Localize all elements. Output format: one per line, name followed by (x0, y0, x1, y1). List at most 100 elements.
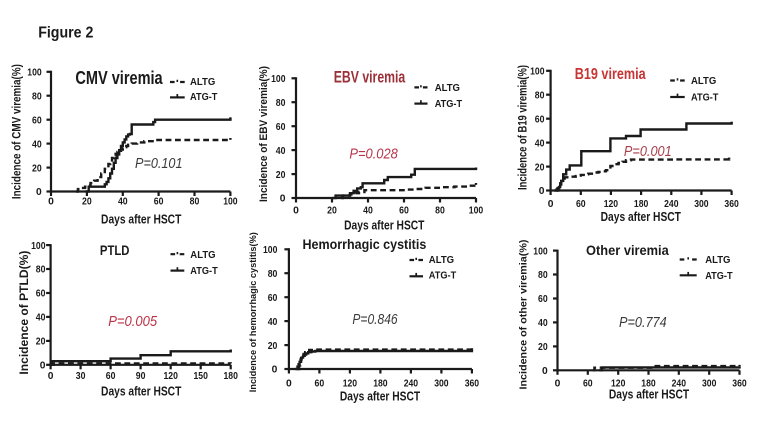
svg-text:Days after HSCT: Days after HSCT (101, 385, 182, 399)
svg-text:0: 0 (40, 361, 46, 372)
svg-text:120: 120 (343, 379, 358, 390)
svg-text:80: 80 (276, 98, 286, 109)
svg-text:0: 0 (280, 194, 286, 205)
svg-text:80: 80 (268, 269, 278, 280)
svg-text:100: 100 (469, 206, 484, 217)
svg-text:Days after HSCT: Days after HSCT (340, 390, 421, 404)
svg-text:20: 20 (538, 342, 548, 353)
svg-text:0: 0 (548, 199, 554, 210)
svg-text:Days after HSCT: Days after HSCT (101, 212, 182, 226)
svg-text:360: 360 (465, 379, 480, 390)
svg-text:40: 40 (363, 206, 373, 217)
svg-text:120: 120 (604, 199, 619, 210)
svg-text:100: 100 (533, 246, 548, 257)
svg-text:Incidence of EBV viremia(%): Incidence of EBV viremia(%) (258, 66, 270, 202)
svg-text:60: 60 (576, 199, 586, 210)
svg-text:60: 60 (315, 379, 325, 390)
svg-text:ATG-T: ATG-T (435, 98, 463, 110)
svg-text:360: 360 (732, 379, 747, 390)
svg-text:80: 80 (538, 270, 548, 281)
svg-text:60: 60 (32, 115, 42, 126)
svg-text:60: 60 (399, 206, 409, 217)
svg-text:ATG-T: ATG-T (190, 91, 218, 103)
svg-text:300: 300 (434, 379, 449, 390)
svg-text:ATG-T: ATG-T (691, 91, 719, 103)
svg-text:40: 40 (268, 317, 278, 328)
svg-text:Incidence of hemorrhagic cysti: Incidence of hemorrhagic cystitis(%) (248, 232, 259, 392)
svg-text:Days after HSCT: Days after HSCT (344, 219, 425, 233)
svg-text:30: 30 (76, 371, 86, 382)
svg-text:60: 60 (36, 289, 46, 300)
svg-text:100: 100 (263, 245, 278, 256)
svg-text:0: 0 (286, 379, 292, 390)
svg-text:80: 80 (36, 265, 46, 276)
svg-text:60: 60 (538, 294, 548, 305)
svg-text:0: 0 (539, 186, 545, 197)
svg-text:ALTG: ALTG (435, 82, 460, 94)
svg-text:40: 40 (36, 313, 46, 324)
svg-text:0: 0 (293, 206, 299, 217)
svg-text:40: 40 (538, 318, 548, 329)
svg-text:100: 100 (31, 241, 46, 252)
svg-text:80: 80 (32, 91, 42, 102)
svg-text:Days after HSCT: Days after HSCT (609, 388, 690, 402)
svg-text:80: 80 (535, 90, 545, 101)
svg-text:20: 20 (276, 170, 286, 181)
svg-text:150: 150 (194, 371, 209, 382)
svg-text:90: 90 (136, 371, 146, 382)
svg-text:P=0.101: P=0.101 (135, 156, 183, 172)
svg-text:B19 viremia: B19 viremia (575, 66, 646, 83)
svg-text:Incidence of B19 viremia(%): Incidence of B19 viremia(%) (518, 65, 530, 190)
svg-text:60: 60 (535, 114, 545, 125)
svg-text:CMV viremia: CMV viremia (75, 68, 163, 88)
svg-text:180: 180 (641, 379, 656, 390)
svg-text:P=0.774: P=0.774 (619, 315, 667, 331)
svg-text:ALTG: ALTG (691, 75, 716, 87)
svg-text:360: 360 (724, 199, 739, 210)
svg-text:180: 180 (634, 199, 649, 210)
svg-text:80: 80 (190, 197, 200, 208)
svg-text:300: 300 (694, 199, 709, 210)
svg-text:0: 0 (555, 379, 561, 390)
svg-text:Figure 2: Figure 2 (38, 25, 93, 42)
svg-text:240: 240 (404, 379, 419, 390)
svg-text:100: 100 (530, 67, 545, 78)
svg-text:40: 40 (535, 138, 545, 149)
svg-text:P=0.846: P=0.846 (352, 312, 398, 328)
svg-text:120: 120 (164, 371, 179, 382)
svg-text:ALTG: ALTG (190, 249, 215, 261)
svg-text:20: 20 (82, 197, 92, 208)
svg-text:20: 20 (32, 163, 42, 174)
svg-text:100: 100 (223, 197, 238, 208)
svg-text:300: 300 (702, 379, 717, 390)
svg-text:40: 40 (32, 139, 42, 150)
svg-text:240: 240 (664, 199, 679, 210)
svg-text:60: 60 (268, 293, 278, 304)
svg-text:ALTG: ALTG (190, 76, 215, 88)
svg-text:100: 100 (271, 74, 286, 85)
svg-text:60: 60 (106, 371, 116, 382)
svg-text:80: 80 (435, 206, 445, 217)
svg-text:120: 120 (611, 379, 626, 390)
svg-text:0: 0 (272, 365, 278, 376)
svg-text:P=0.028: P=0.028 (349, 147, 397, 163)
svg-text:ALTG: ALTG (429, 254, 454, 266)
svg-text:20: 20 (268, 341, 278, 352)
svg-text:60: 60 (154, 197, 164, 208)
svg-text:0: 0 (48, 197, 54, 208)
svg-text:EBV viremia: EBV viremia (334, 69, 406, 87)
svg-text:PTLD: PTLD (100, 242, 130, 258)
svg-text:0: 0 (542, 366, 548, 377)
svg-text:240: 240 (672, 379, 687, 390)
svg-text:ATG-T: ATG-T (190, 265, 218, 277)
svg-text:ATG-T: ATG-T (429, 269, 457, 281)
svg-text:ALTG: ALTG (705, 254, 730, 266)
svg-text:ATG-T: ATG-T (705, 270, 733, 282)
svg-text:Incidence of PTLD(%): Incidence of PTLD(%) (19, 250, 31, 374)
svg-text:Incidence of other viremia(%): Incidence of other viremia(%) (519, 240, 530, 390)
svg-text:Days after HSCT: Days after HSCT (601, 210, 682, 224)
svg-text:20: 20 (535, 162, 545, 173)
svg-text:0: 0 (48, 371, 54, 382)
svg-text:P=0.001: P=0.001 (624, 144, 672, 160)
svg-text:60: 60 (276, 122, 286, 133)
